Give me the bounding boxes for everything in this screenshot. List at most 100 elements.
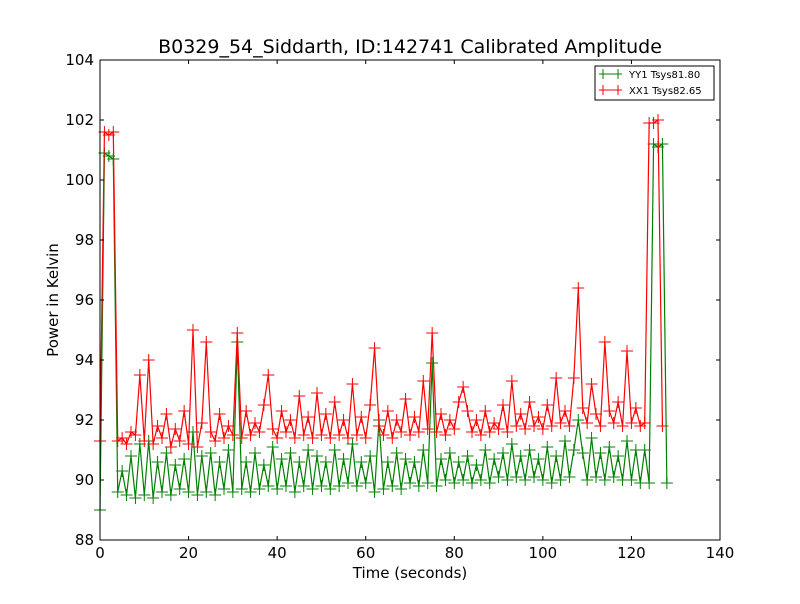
- data-point-marker: [262, 480, 275, 492]
- data-point-marker: [386, 432, 399, 444]
- data-point-marker: [532, 411, 545, 423]
- data-point-marker: [337, 453, 350, 465]
- data-point-marker: [333, 480, 346, 492]
- data-point-marker: [324, 483, 337, 495]
- data-point-marker: [452, 396, 465, 408]
- data-point-marker: [142, 354, 155, 366]
- data-point-marker: [209, 489, 222, 501]
- data-point-marker: [226, 486, 239, 498]
- y-tick-label: 90: [75, 471, 94, 489]
- data-point-marker: [474, 429, 487, 441]
- data-point-marker: [585, 378, 598, 390]
- data-point-marker: [337, 414, 350, 426]
- data-point-marker: [156, 486, 168, 498]
- data-point-marker: [638, 444, 651, 456]
- data-point-marker: [430, 426, 443, 438]
- data-point-marker: [541, 441, 554, 453]
- data-point-marker: [266, 423, 279, 435]
- data-point-marker: [257, 459, 270, 471]
- data-point-marker: [497, 447, 509, 459]
- data-point-marker: [368, 486, 381, 498]
- data-point-marker: [390, 414, 403, 426]
- legend-label-xx1: XX1 Tsys82.65: [629, 86, 702, 97]
- data-point-marker: [297, 429, 310, 441]
- data-point-marker: [514, 450, 527, 462]
- data-point-marker: [598, 474, 611, 486]
- data-point-marker: [479, 405, 492, 417]
- data-point-marker: [275, 405, 288, 417]
- data-point-marker: [417, 444, 430, 456]
- data-point-marker: [156, 432, 168, 444]
- data-point-marker: [563, 420, 576, 432]
- data-point-marker: [443, 447, 456, 459]
- data-point-marker: [519, 423, 532, 435]
- data-point-marker: [554, 417, 567, 429]
- data-point-marker: [607, 417, 620, 429]
- data-point-marker: [616, 420, 629, 432]
- data-point-marker: [528, 471, 540, 483]
- data-point-marker: [222, 420, 235, 432]
- data-point-marker: [625, 417, 638, 429]
- data-point-marker: [643, 477, 656, 489]
- data-point-marker: [404, 429, 416, 441]
- y-tick-label: 92: [75, 411, 94, 429]
- data-point-marker: [297, 480, 310, 492]
- data-point-marker: [311, 387, 323, 399]
- data-point-marker: [576, 447, 589, 459]
- data-point-marker: [581, 417, 594, 429]
- data-point-marker: [240, 405, 253, 417]
- data-point-marker: [350, 480, 363, 492]
- data-point-marker: [293, 456, 306, 468]
- data-point-marker: [244, 486, 257, 498]
- data-point-marker: [590, 471, 602, 483]
- data-point-marker: [182, 486, 195, 498]
- y-tick-label: 88: [75, 531, 94, 549]
- data-point-marker: [381, 456, 394, 468]
- data-point-marker: [160, 408, 173, 420]
- data-point-marker: [439, 429, 452, 441]
- data-point-marker: [257, 399, 270, 411]
- data-point-marker: [302, 444, 315, 456]
- data-point-marker: [390, 447, 403, 459]
- data-point-marker: [386, 480, 399, 492]
- data-point-marker: [120, 438, 133, 450]
- data-point-marker: [164, 489, 177, 501]
- data-point-marker: [497, 399, 509, 411]
- data-point-marker: [319, 456, 332, 468]
- ticks-layer: 0 20 40 60 80 100 120 140 88 90 92 94 96 98 100 102 104: [65, 51, 734, 562]
- x-tick-label: 40: [268, 544, 287, 562]
- data-point-marker: [306, 432, 319, 444]
- data-point-marker: [231, 327, 244, 339]
- data-point-marker: [435, 453, 447, 465]
- data-point-marker: [621, 435, 633, 447]
- data-point-marker: [466, 426, 478, 438]
- data-point-marker: [550, 450, 563, 462]
- data-point-marker: [404, 477, 416, 489]
- data-point-marker: [164, 441, 177, 453]
- data-point-marker: [306, 483, 319, 495]
- data-point-marker: [284, 414, 297, 426]
- data-point-marker: [195, 417, 208, 429]
- data-point-marker: [572, 414, 585, 426]
- data-point-marker: [147, 438, 160, 450]
- data-point-marker: [138, 435, 151, 447]
- legend-label-yy1: YY1 Tsys81.80: [628, 70, 700, 81]
- data-point-marker: [151, 456, 164, 468]
- data-point-marker: [355, 411, 368, 423]
- x-tick-label: 20: [179, 544, 198, 562]
- data-point-marker: [288, 432, 301, 444]
- data-point-marker: [346, 378, 359, 390]
- legend: YY1 Tsys81.80 XX1 Tsys82.65: [594, 65, 715, 101]
- data-point-marker: [461, 450, 474, 462]
- data-point-marker: [545, 420, 558, 432]
- data-point-marker: [120, 489, 133, 501]
- data-point-marker: [492, 471, 505, 483]
- data-point-marker: [576, 402, 589, 414]
- data-point-marker: [253, 426, 266, 438]
- data-point-marker: [545, 477, 558, 489]
- data-point-marker: [373, 420, 385, 432]
- data-point-marker: [204, 447, 217, 459]
- data-point-marker: [377, 429, 390, 441]
- legend-box: [594, 65, 715, 101]
- data-point-marker: [187, 324, 199, 336]
